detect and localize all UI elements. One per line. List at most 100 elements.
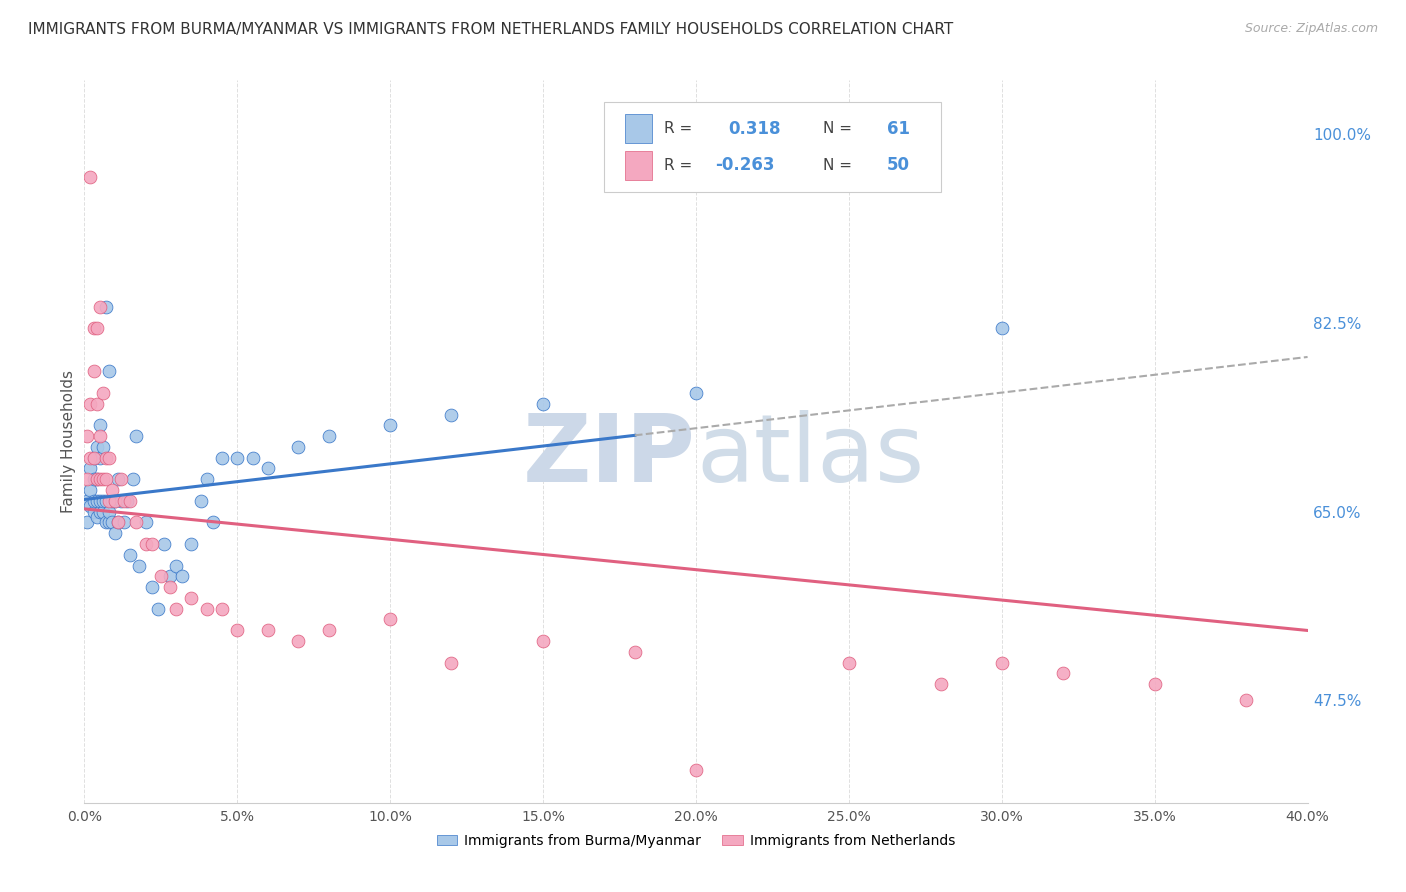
Point: [380, 418, 402, 433]
Text: 0.318: 0.318: [728, 120, 780, 138]
Point: [195, 472, 218, 486]
Point: [91, 440, 114, 454]
Bar: [626, 151, 652, 180]
Point: [135, 537, 157, 551]
Point: [86, 321, 108, 335]
Point: [141, 580, 163, 594]
Point: [1052, 666, 1074, 681]
Point: [195, 601, 218, 615]
Point: [318, 429, 340, 443]
Point: [318, 624, 340, 638]
Text: Source: ZipAtlas.com: Source: ZipAtlas.com: [1244, 22, 1378, 36]
Text: atlas: atlas: [696, 410, 924, 502]
Point: [79, 170, 101, 185]
Point: [89, 429, 111, 443]
Point: [89, 450, 111, 465]
Point: [153, 537, 176, 551]
Point: [83, 505, 105, 519]
Text: ZIP: ZIP: [523, 410, 696, 502]
Point: [107, 516, 129, 530]
Point: [79, 397, 101, 411]
Point: [89, 505, 111, 519]
Point: [94, 472, 117, 486]
Point: [86, 397, 108, 411]
Point: [125, 516, 148, 530]
Point: [115, 493, 138, 508]
Point: [91, 472, 114, 486]
Point: [91, 493, 114, 508]
Y-axis label: Family Households: Family Households: [60, 370, 76, 513]
Point: [86, 472, 108, 486]
Point: [1143, 677, 1166, 691]
Point: [226, 624, 249, 638]
Point: [685, 386, 707, 401]
Point: [91, 386, 114, 401]
Point: [89, 300, 111, 314]
Point: [287, 440, 309, 454]
Point: [101, 483, 124, 497]
Point: [149, 569, 172, 583]
Point: [128, 558, 150, 573]
Point: [97, 450, 120, 465]
Point: [110, 472, 132, 486]
Text: 50: 50: [887, 156, 910, 175]
Point: [86, 440, 108, 454]
Point: [172, 569, 194, 583]
Point: [79, 500, 101, 514]
Text: N =: N =: [823, 158, 852, 173]
Point: [242, 450, 264, 465]
FancyBboxPatch shape: [605, 102, 941, 193]
Point: [79, 483, 101, 497]
Point: [107, 472, 129, 486]
Point: [83, 450, 105, 465]
Point: [257, 624, 280, 638]
Point: [112, 493, 135, 508]
Text: R =: R =: [664, 158, 692, 173]
Bar: [626, 114, 652, 144]
Point: [440, 656, 463, 670]
Point: [89, 493, 111, 508]
Point: [211, 450, 233, 465]
Text: R =: R =: [664, 121, 692, 136]
Point: [112, 516, 135, 530]
Point: [159, 569, 181, 583]
Point: [79, 461, 101, 475]
Point: [120, 493, 142, 508]
Point: [226, 450, 249, 465]
Point: [97, 493, 120, 508]
Point: [91, 505, 114, 519]
Point: [101, 493, 124, 508]
Point: [94, 300, 117, 314]
Point: [257, 461, 280, 475]
Point: [83, 364, 105, 378]
Point: [97, 516, 120, 530]
Point: [86, 510, 108, 524]
Point: [97, 364, 120, 378]
Point: [83, 321, 105, 335]
Point: [104, 493, 127, 508]
Legend: Immigrants from Burma/Myanmar, Immigrants from Netherlands: Immigrants from Burma/Myanmar, Immigrant…: [432, 829, 960, 854]
Point: [86, 493, 108, 508]
Point: [76, 472, 98, 486]
Point: [146, 601, 169, 615]
Point: [929, 677, 952, 691]
Point: [104, 493, 127, 508]
Point: [201, 516, 224, 530]
Point: [89, 418, 111, 433]
Point: [104, 526, 127, 541]
Point: [76, 493, 98, 508]
Point: [1236, 693, 1258, 707]
Point: [110, 493, 132, 508]
Point: [440, 408, 463, 422]
Point: [380, 612, 402, 626]
Point: [94, 450, 117, 465]
Point: [86, 472, 108, 486]
Point: [991, 321, 1014, 335]
Point: [83, 450, 105, 465]
Point: [141, 537, 163, 551]
Point: [76, 429, 98, 443]
Point: [76, 516, 98, 530]
Point: [180, 591, 202, 605]
Text: N =: N =: [823, 121, 852, 136]
Point: [89, 472, 111, 486]
